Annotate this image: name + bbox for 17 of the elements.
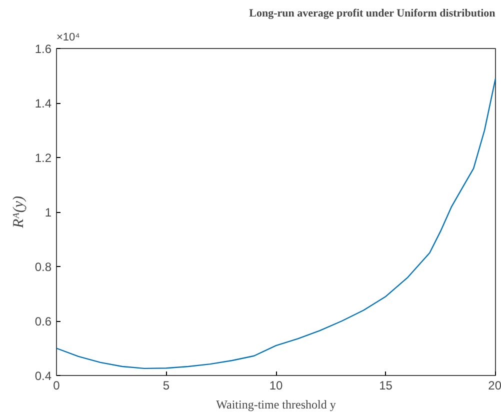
x-tick-label: 5 [162,378,170,392]
y-tick-label: 1.4 [34,96,52,110]
y-tick-label: 1.2 [34,151,52,165]
x-tick-label: 10 [269,378,283,392]
y-tick-label: 1.6 [34,42,52,56]
chart-title: Long-run average profit under Uniform distribution [249,8,496,20]
x-tick-label: 20 [488,378,501,392]
x-axis-title: Waiting-time threshold y [216,398,336,412]
y-axis-title: Rᴬ(y) [10,196,27,230]
y-tick-label: 0.6 [34,314,52,328]
x-tick-label: 15 [379,378,393,392]
y-tick-label: 1 [44,206,52,220]
y-tick-label: 0.4 [34,369,52,383]
text: ×10⁴ [56,32,80,44]
line-series [56,78,496,370]
y-tick-label: 0.8 [34,260,52,274]
x-tick-label: 0 [53,378,60,392]
